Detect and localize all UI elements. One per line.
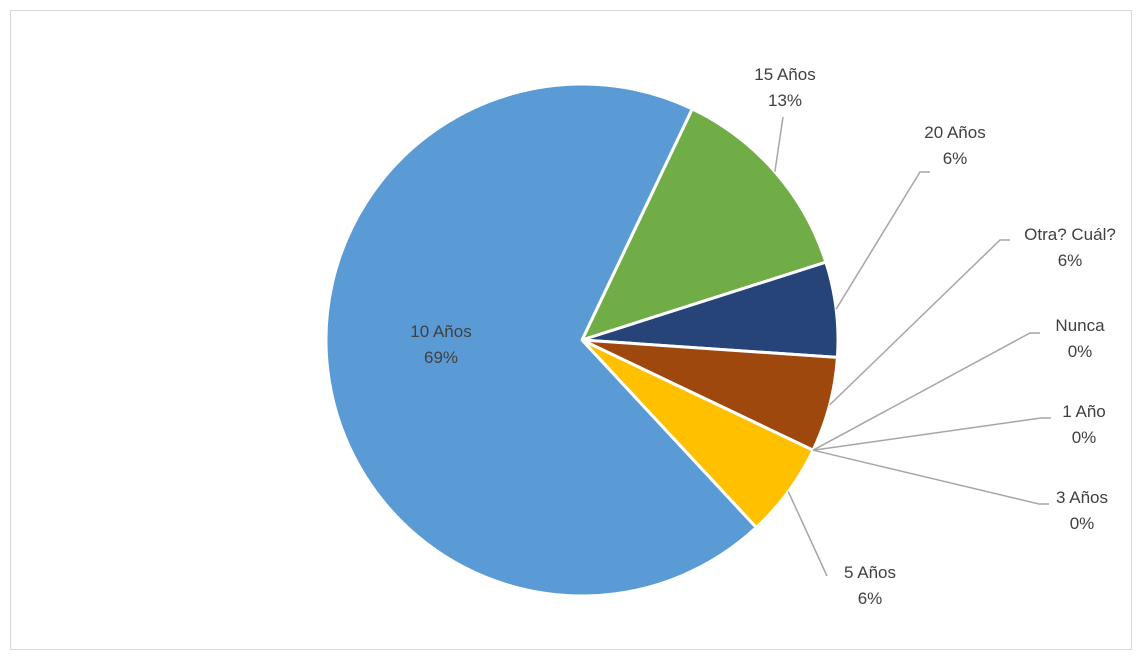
label-10-anos: 10 Años — [410, 322, 471, 341]
leader-line-5-anos — [787, 491, 828, 577]
pct-20-anos: 6% — [943, 149, 968, 168]
leader-line-otra-cual — [829, 239, 1010, 406]
leader-line-15-anos — [774, 116, 784, 172]
pct-1-ano: 0% — [1072, 428, 1097, 447]
label-nunca: Nunca — [1055, 316, 1105, 335]
label-5-anos: 5 Años — [844, 563, 896, 582]
pct-10-anos: 69% — [424, 348, 458, 367]
leader-lines — [774, 116, 1051, 577]
label-3-anos: 3 Años — [1056, 488, 1108, 507]
pie-slice-10-anos — [324, 82, 758, 598]
pct-nunca: 0% — [1068, 342, 1093, 361]
leader-line-1-ano — [812, 417, 1051, 451]
pct-15-anos: 13% — [768, 91, 802, 110]
pie-slices — [324, 82, 840, 598]
label-otra-cual: Otra? Cuál? — [1024, 225, 1116, 244]
pct-5-anos: 6% — [858, 589, 883, 608]
leader-line-3-anos — [812, 449, 1049, 505]
leader-line-20-anos — [835, 171, 930, 310]
label-15-anos: 15 Años — [754, 65, 815, 84]
pie-slice-15-anos — [580, 107, 828, 342]
pct-3-anos: 0% — [1070, 514, 1095, 533]
leader-line-nunca — [812, 332, 1040, 451]
pct-otra-cual: 6% — [1058, 251, 1083, 270]
label-1-ano: 1 Año — [1062, 402, 1106, 421]
label-20-anos: 20 Años — [924, 123, 985, 142]
